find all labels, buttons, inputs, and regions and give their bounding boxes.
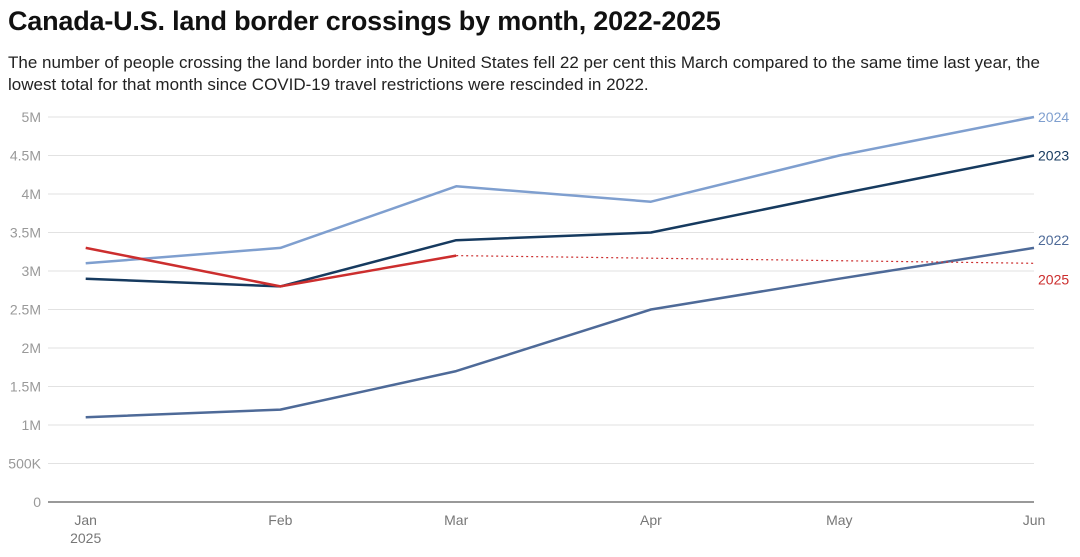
series-label-2025: 2025: [1038, 271, 1069, 287]
x-tick-label: Feb: [268, 512, 292, 528]
y-tick-label: 2M: [22, 340, 41, 356]
y-tick-label: 500K: [8, 456, 41, 472]
gridlines: [48, 116, 1034, 503]
x-tick-label: Mar: [444, 512, 468, 528]
y-tick-label: 5M: [22, 109, 41, 125]
y-tick-label: 1M: [22, 417, 41, 433]
chart-subtitle: The number of people crossing the land b…: [8, 53, 1040, 94]
y-tick-label: 4M: [22, 186, 41, 202]
series-label-2023: 2023: [1038, 148, 1069, 164]
series-line-2022: [85, 246, 1035, 419]
x-tick-label: Jun: [1023, 512, 1046, 528]
x-tick-label: Jan: [74, 512, 97, 528]
series-end-labels: 2024 2023 2022 2025: [1038, 109, 1069, 287]
x-tick-label: May: [826, 512, 852, 528]
series-line-2025: [85, 246, 457, 288]
chart-title: Canada-U.S. land border crossings by mon…: [8, 6, 721, 36]
y-tick-label: 3M: [22, 263, 41, 279]
series-line-2024: [85, 115, 1035, 265]
y-tick-label: 2.5M: [10, 302, 41, 318]
series-label-2024: 2024: [1038, 109, 1069, 125]
x-tick-label: Apr: [640, 512, 662, 528]
series-label-2022: 2022: [1038, 232, 1069, 248]
series-projection-2025: [456, 255, 1035, 264]
y-tick-label: 0: [33, 494, 41, 510]
y-tick-label: 4.5M: [10, 148, 41, 164]
x-axis-ticks: Jan Feb Mar Apr May Jun 2025: [70, 512, 1045, 546]
y-tick-label: 1.5M: [10, 379, 41, 395]
y-axis-ticks: 0 500K 1M 1.5M 2M 2.5M 3M 3.5M 4M 4.5M 5M: [8, 109, 41, 510]
x-year-label: 2025: [70, 530, 101, 546]
y-tick-label: 3.5M: [10, 225, 41, 241]
series-line-2023: [85, 154, 1035, 288]
series-lines: [85, 115, 1035, 419]
